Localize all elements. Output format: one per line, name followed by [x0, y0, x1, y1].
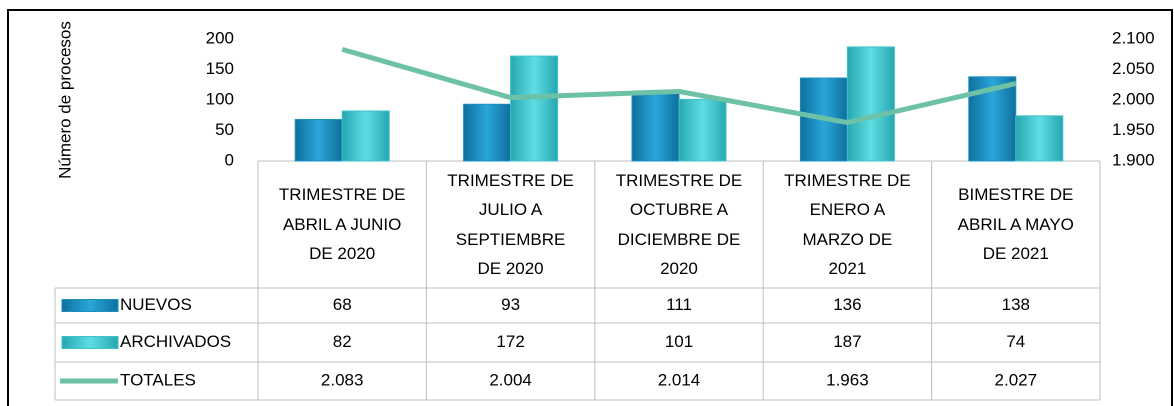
y-tick-label: 100: [206, 89, 234, 108]
table-value: 2.014: [658, 370, 701, 389]
y-tick-label: 50: [215, 120, 234, 139]
category-label: TRIMESTRE DE ABRIL A JUNIO DE 2020: [278, 185, 406, 264]
bar: [463, 103, 512, 162]
frame: [7, 9, 1173, 406]
category-label: TRIMESTRE DE JULIO A SEPTIEMBRE DE 2020: [447, 170, 574, 279]
legend-swatch: [61, 336, 119, 349]
bar: [294, 119, 343, 162]
y2-tick-label: 2.000: [1112, 89, 1155, 108]
table-value: 138: [1002, 295, 1030, 314]
y2-tick-label: 2.050: [1112, 59, 1155, 78]
y-tick-label: 150: [206, 59, 234, 78]
table-value: 82: [333, 332, 352, 351]
table-value: 93: [501, 295, 520, 314]
legend-label: TOTALES: [120, 370, 196, 389]
y2-tick-label: 2.100: [1112, 28, 1155, 47]
y-axis-title: Número de procesos: [55, 21, 74, 179]
legend-swatch: [61, 299, 119, 312]
bar: [846, 46, 895, 162]
table-value: 68: [333, 295, 352, 314]
y2-tick-label: 1.900: [1112, 150, 1155, 169]
table-value: 74: [1006, 332, 1025, 351]
table-value: 1.963: [826, 370, 869, 389]
bar: [678, 98, 727, 162]
table-value: 101: [665, 332, 693, 351]
table-value: 111: [666, 295, 692, 314]
legend-label: NUEVOS: [120, 295, 192, 314]
table-value: 2.083: [321, 370, 364, 389]
y-tick-label: 200: [206, 28, 234, 47]
table-value: 172: [496, 332, 524, 351]
category-label: TRIMESTRE DE ENERO A MARZO DE 2021: [784, 170, 911, 279]
legend-label: ARCHIVADOS: [120, 332, 231, 351]
category-label: TRIMESTRE DE OCTUBRE A DICIEMBRE DE 2020: [615, 170, 743, 279]
table-value: 187: [833, 332, 861, 351]
table-value: 136: [833, 295, 861, 314]
bar: [341, 110, 390, 162]
y2-tick-label: 1.950: [1112, 120, 1155, 139]
table-value: 2.004: [489, 370, 532, 389]
bar: [1015, 115, 1064, 162]
line-series: [341, 46, 1017, 126]
category-label: BIMESTRE DE ABRIL A MAYO DE 2021: [957, 185, 1074, 264]
y-tick-label: 0: [225, 150, 234, 169]
table-value: 2.027: [995, 370, 1038, 389]
bar: [631, 92, 680, 162]
bar: [510, 55, 559, 162]
